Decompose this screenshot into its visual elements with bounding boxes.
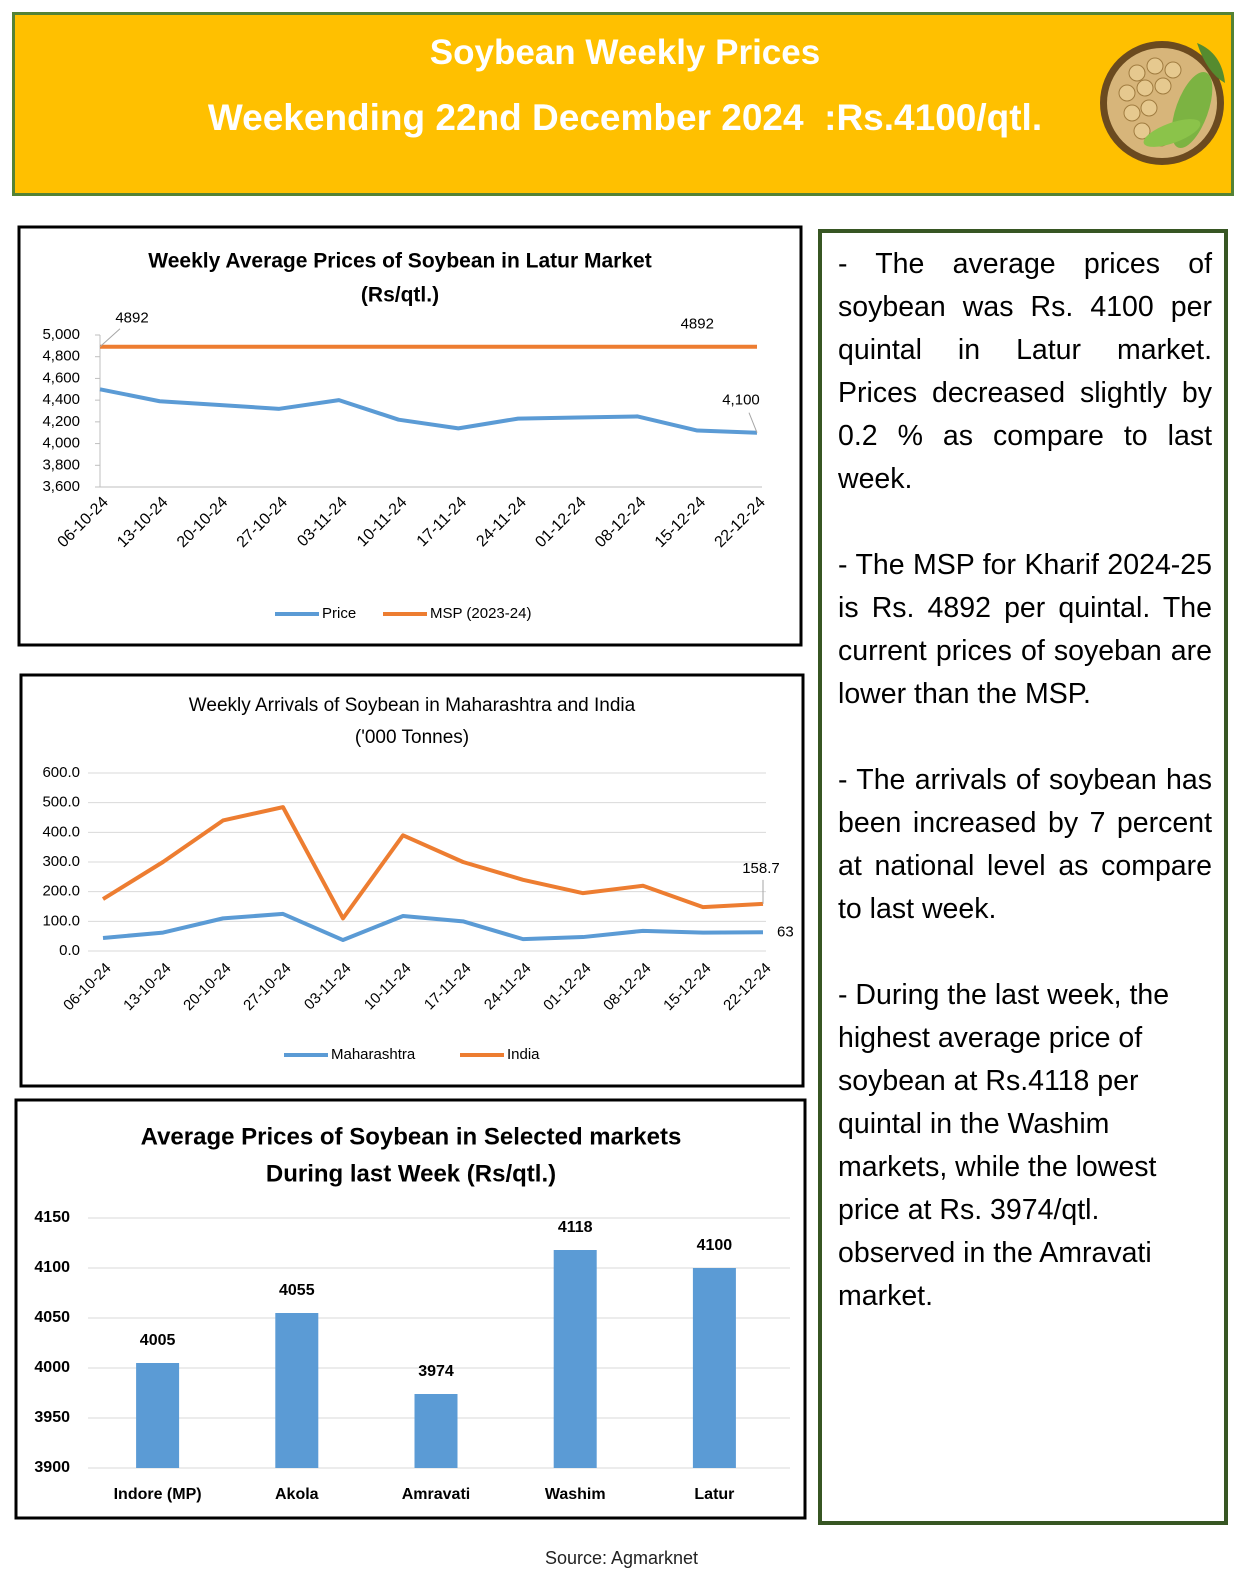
y-tick-label: 100.0 (42, 912, 80, 929)
bar (554, 1250, 597, 1468)
legend-label: Price (322, 605, 356, 622)
data-label: 4100 (697, 1237, 733, 1254)
data-label: 4055 (279, 1282, 315, 1299)
note: - The MSP for Kharif 2024-25 is Rs. 4892… (838, 544, 1212, 716)
chart-title: Average Prices of Soybean in Selected ma… (141, 1123, 682, 1150)
x-tick-label: 27-10-24 (234, 494, 291, 551)
y-tick-label: 4050 (34, 1309, 70, 1326)
x-tick-label: 03-11-24 (294, 494, 351, 551)
data-label: 4892 (681, 316, 714, 333)
note: - The arrivals of soybean has been incre… (838, 759, 1212, 931)
data-label: 158.7 (742, 860, 780, 877)
line-series (103, 807, 763, 918)
y-tick-label: 5,000 (42, 326, 80, 343)
note: - During the last week, the highest aver… (838, 974, 1212, 1318)
line-series (100, 389, 757, 432)
y-tick-label: 4,600 (42, 369, 80, 386)
x-tick-label: 13-10-24 (120, 960, 174, 1014)
x-tick-label: 10-11-24 (361, 960, 415, 1014)
x-tick-label: 08-12-24 (600, 960, 654, 1014)
x-tick-label: Amravati (402, 1486, 470, 1503)
y-tick-label: 3900 (34, 1459, 70, 1476)
y-tick-label: 3950 (34, 1409, 70, 1426)
x-tick-label: 17-11-24 (421, 960, 475, 1014)
x-tick-label: 20-10-24 (174, 494, 231, 551)
data-label: 4118 (558, 1219, 593, 1236)
chart-title: Weekly Arrivals of Soybean in Maharashtr… (189, 695, 636, 716)
y-tick-label: 4,400 (42, 391, 80, 408)
legend-label: MSP (2023-24) (430, 605, 531, 622)
data-label: 4892 (115, 310, 148, 327)
source: Source: Agmarknet (0, 1548, 1243, 1569)
x-tick-label: 13-10-24 (114, 494, 171, 551)
soybean-image (1097, 38, 1227, 168)
y-tick-label: 3,800 (42, 456, 80, 473)
y-tick-label: 4150 (34, 1209, 70, 1226)
x-tick-label: Latur (694, 1486, 734, 1503)
y-tick-label: 400.0 (42, 823, 80, 840)
x-tick-label: 24-11-24 (473, 494, 530, 551)
x-tick-label: 17-11-24 (414, 494, 471, 551)
bar (693, 1268, 736, 1468)
x-tick-label: 27-10-24 (240, 960, 294, 1014)
x-tick-label: Akola (275, 1486, 319, 1503)
data-label: 63 (777, 923, 794, 940)
bar (275, 1313, 318, 1468)
x-tick-label: 15-12-24 (652, 494, 709, 551)
x-tick-label: 01-12-24 (540, 960, 594, 1014)
x-tick-label: Indore (MP) (114, 1486, 202, 1503)
y-tick-label: 4,200 (42, 413, 80, 430)
x-tick-label: Washim (545, 1486, 606, 1503)
y-tick-label: 4100 (34, 1259, 70, 1276)
y-tick-label: 500.0 (42, 794, 80, 811)
y-tick-label: 0.0 (59, 942, 80, 959)
charts: Weekly Average Prices of Soybean in Latu… (0, 0, 810, 1530)
legend-label: India (507, 1046, 540, 1063)
x-tick-label: 24-11-24 (481, 960, 535, 1014)
note: - The average prices of soybean was Rs. … (838, 243, 1212, 501)
chart-subtitle: (Rs/qtl.) (361, 284, 439, 307)
x-tick-label: 06-10-24 (60, 960, 114, 1014)
x-tick-label: 06-10-24 (55, 494, 112, 551)
leader-line (100, 329, 120, 347)
y-tick-label: 3,600 (42, 478, 80, 495)
page: Soybean Weekly Prices Weekending 22nd De… (0, 0, 1243, 1577)
leader-line (749, 413, 757, 433)
data-label: 4005 (140, 1332, 176, 1349)
y-tick-label: 200.0 (42, 883, 80, 900)
line-series (103, 914, 763, 940)
bar (136, 1363, 179, 1468)
legend-label: Maharashtra (331, 1046, 416, 1063)
x-tick-label: 01-12-24 (532, 494, 589, 551)
y-tick-label: 600.0 (42, 764, 80, 781)
chart-title: Weekly Average Prices of Soybean in Latu… (148, 250, 651, 273)
x-tick-label: 20-10-24 (180, 960, 234, 1014)
x-tick-label: 15-12-24 (660, 960, 714, 1014)
x-tick-label: 03-11-24 (301, 960, 355, 1014)
bar (415, 1394, 458, 1468)
x-tick-label: 22-12-24 (720, 960, 774, 1014)
chart-subtitle: ('000 Tonnes) (355, 727, 469, 748)
y-tick-label: 4,000 (42, 435, 80, 452)
y-tick-label: 4,800 (42, 348, 80, 365)
x-tick-label: 22-12-24 (712, 494, 769, 551)
y-tick-label: 300.0 (42, 853, 80, 870)
x-tick-label: 08-12-24 (592, 494, 649, 551)
data-label: 4,100 (722, 392, 760, 409)
chart-subtitle: During last Week (Rs/qtl.) (266, 1160, 556, 1187)
x-tick-label: 10-11-24 (354, 494, 411, 551)
data-label: 3974 (418, 1363, 454, 1380)
notes-panel: - The average prices of soybean was Rs. … (818, 229, 1228, 1525)
y-tick-label: 4000 (34, 1359, 70, 1376)
